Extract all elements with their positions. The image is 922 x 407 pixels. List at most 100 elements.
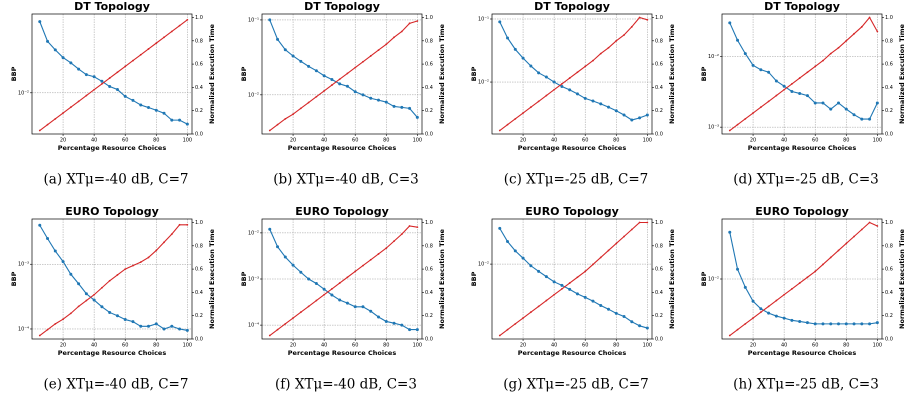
point	[53, 249, 57, 253]
point	[292, 113, 294, 116]
y-axis-label: BBP	[700, 66, 708, 81]
point	[155, 249, 158, 252]
point	[537, 71, 541, 75]
point	[315, 95, 318, 98]
point	[330, 293, 334, 297]
point	[498, 20, 502, 24]
y2-tick-label: 0.0	[425, 132, 433, 138]
point	[568, 88, 572, 92]
series-line	[269, 225, 418, 336]
point	[736, 267, 740, 271]
series-line	[499, 21, 648, 121]
point	[178, 223, 181, 226]
point	[163, 36, 165, 39]
point	[774, 314, 778, 318]
point	[392, 104, 396, 108]
point	[822, 263, 824, 266]
point	[46, 123, 49, 126]
point	[522, 317, 524, 319]
caption: (f) XTμ=-40 dB, C=3	[275, 377, 417, 393]
point	[400, 105, 404, 109]
caption: (a) XTμ=-40 dB, C=7	[44, 172, 189, 188]
point	[592, 59, 594, 62]
x-tick-label: 40	[91, 138, 97, 144]
x-tick-label: 20	[60, 138, 66, 144]
y2-axis-label: Normalized Execution Time	[208, 23, 216, 123]
y2-tick-label: 0.6	[195, 267, 203, 273]
point	[162, 111, 166, 115]
point	[607, 105, 611, 109]
y2-tick-label: 1.0	[195, 220, 203, 226]
point	[852, 322, 856, 326]
point	[416, 226, 419, 229]
point	[875, 101, 879, 105]
x-axis-label: Percentage Resource Choices	[748, 144, 857, 152]
point	[744, 322, 747, 325]
point	[743, 52, 747, 56]
point	[782, 84, 786, 88]
point	[400, 233, 403, 236]
x-tick-label: 60	[122, 343, 128, 349]
point	[623, 235, 625, 238]
x-tick-label: 40	[321, 343, 327, 349]
chart-title: EURO Topology	[65, 205, 159, 218]
point	[552, 80, 556, 84]
point	[853, 235, 855, 238]
point	[77, 282, 81, 286]
point	[860, 25, 863, 28]
point	[178, 118, 182, 122]
y2-tick-label: 0.0	[655, 337, 663, 343]
point	[591, 99, 595, 103]
y-axis-label: BBP	[10, 66, 18, 81]
y2-tick-label: 0.2	[655, 313, 663, 319]
y2-axis-label: Normalized Execution Time	[668, 23, 676, 123]
point	[744, 117, 747, 120]
x-tick-label: 80	[383, 343, 389, 349]
point	[875, 321, 879, 325]
point	[139, 324, 143, 328]
point	[790, 89, 794, 93]
point	[139, 103, 143, 107]
point	[186, 18, 189, 21]
point	[185, 122, 189, 126]
point	[860, 322, 864, 326]
point	[615, 242, 618, 245]
chart-title: EURO Topology	[295, 205, 389, 218]
point	[408, 106, 412, 110]
y2-tick-label: 0.4	[195, 85, 203, 91]
point	[743, 285, 747, 289]
y2-tick-label: 0.8	[195, 38, 203, 44]
point	[408, 225, 411, 227]
y2-tick-label: 0.8	[195, 243, 203, 249]
point	[845, 39, 848, 42]
point	[868, 322, 872, 326]
x-tick-label: 100	[413, 343, 423, 349]
point	[100, 305, 104, 309]
point	[92, 298, 96, 302]
y-tick-label: 10⁻¹	[248, 17, 259, 23]
plot-frame	[721, 218, 883, 340]
caption: (e) XTμ=-40 dB, C=7	[44, 377, 189, 393]
point	[108, 310, 112, 314]
point	[638, 116, 642, 120]
y2-tick-label: 0.0	[425, 337, 433, 343]
point	[276, 328, 279, 331]
point	[568, 282, 571, 284]
point	[599, 256, 602, 259]
point	[155, 42, 158, 45]
point	[147, 48, 150, 50]
point	[775, 94, 778, 97]
point	[514, 117, 517, 120]
point	[506, 328, 509, 331]
y2-tick-label: 0.6	[655, 267, 663, 273]
point	[315, 299, 318, 302]
y2-tick-label: 0.2	[885, 108, 893, 114]
series-line	[499, 221, 648, 336]
x-tick-label: 100	[413, 138, 423, 144]
point	[537, 305, 540, 308]
point	[630, 25, 633, 28]
point	[85, 299, 88, 302]
point	[545, 94, 548, 97]
y-tick-label: 10⁻²	[248, 92, 259, 98]
point	[268, 18, 272, 22]
